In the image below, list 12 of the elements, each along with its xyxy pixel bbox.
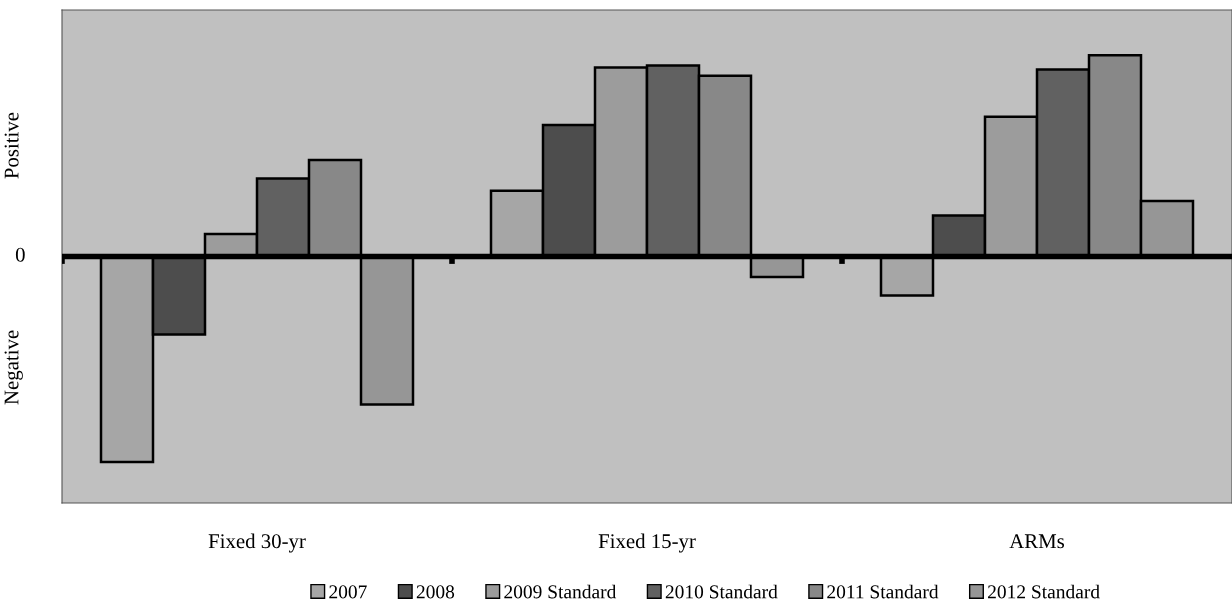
- x-tick-label: Fixed 15-yr: [598, 533, 696, 553]
- text: Positive: [4, 112, 19, 179]
- text: Negative: [4, 330, 23, 405]
- legend-label: 2012 Standard: [988, 584, 1100, 599]
- legend-label: 2008: [416, 585, 455, 599]
- x-tick-label: Fixed 30-yr: [208, 533, 306, 553]
- text: 0: [15, 247, 25, 262]
- legend-label: 2007: [329, 585, 367, 599]
- legend-label: 2010 Standard: [665, 584, 778, 599]
- x-tick-label: ARMs: [1009, 534, 1065, 549]
- legend-label: 2009 Standard: [504, 584, 617, 599]
- legend-label: 2011 Standard: [827, 584, 939, 599]
